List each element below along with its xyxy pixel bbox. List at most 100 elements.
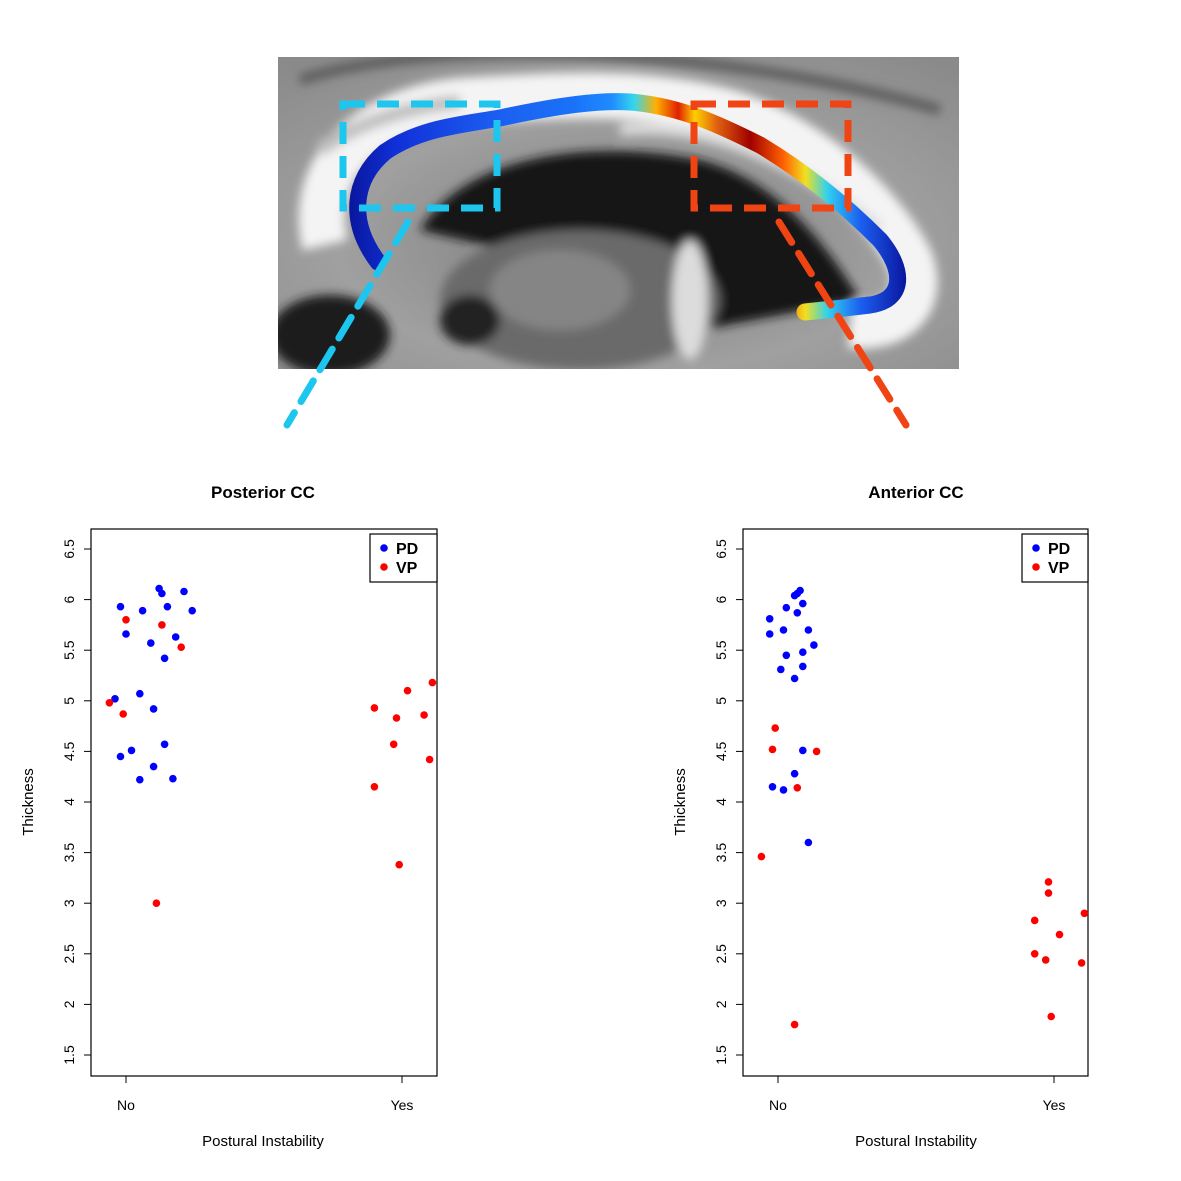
data-point-vp [152, 899, 161, 907]
data-point-pd [188, 606, 196, 615]
y-tick-label: 2 [713, 1000, 729, 1008]
data-point-vp [389, 740, 398, 749]
anterior-roi-box [690, 100, 852, 212]
data-point-pd [765, 630, 774, 638]
data-point-vp [370, 783, 379, 791]
data-point-pd [793, 609, 802, 617]
anterior-connector-line [775, 218, 910, 429]
data-point-pd [171, 633, 180, 641]
data-point-vp [1041, 956, 1050, 964]
legend: PD VP [1021, 533, 1089, 583]
data-point-pd [116, 752, 125, 761]
y-tick-label: 1.5 [713, 1045, 729, 1065]
data-point-vp [420, 711, 428, 719]
data-point-pd [790, 674, 799, 683]
posterior-cc-chart: Posterior CC Postural Instability Thickn… [20, 483, 438, 1150]
legend-vp-marker [380, 563, 388, 571]
y-tick-label: 4 [61, 798, 77, 806]
data-point-vp [1055, 930, 1064, 939]
data-point-vp [768, 745, 777, 754]
legend-pd-marker [1032, 544, 1040, 552]
data-point-vp [790, 1020, 799, 1029]
y-tick-label: 4.5 [713, 741, 729, 761]
data-point-pd [799, 648, 807, 656]
data-point-pd [158, 589, 166, 598]
y-tick-label: 3.5 [713, 843, 729, 863]
data-point-pd [779, 626, 788, 634]
data-point-pd [799, 746, 807, 755]
data-point-pd [136, 689, 144, 698]
data-point-vp [1047, 1012, 1055, 1021]
y-tick-label: 6.5 [713, 539, 729, 559]
data-point-pd [180, 587, 188, 596]
data-point-vp [177, 643, 185, 651]
data-point-pd [799, 662, 807, 671]
data-point-pd [149, 705, 158, 713]
data-point-pd [127, 746, 136, 755]
data-point-vp [757, 852, 766, 861]
data-point-pd [160, 740, 169, 749]
data-point-pd [799, 599, 807, 608]
y-tick-label: 2.5 [61, 944, 77, 964]
legend-vp-label: VP [1048, 560, 1070, 577]
data-point-pd [160, 654, 169, 663]
anterior-cc-chart: Anterior CC Postural Instability Thickne… [672, 483, 1089, 1150]
data-point-pd [804, 626, 813, 634]
y-tick-label: 5 [61, 697, 77, 705]
chart-title: Anterior CC [868, 483, 963, 502]
brain-mri-image [278, 57, 959, 369]
data-point-pd [768, 783, 777, 791]
data-point-vp [1077, 959, 1086, 967]
legend-box [1021, 533, 1089, 583]
data-point-pd [116, 602, 125, 611]
legend-pd-label: PD [396, 541, 418, 558]
posterior-roi-box [339, 100, 501, 212]
y-tick-label: 2.5 [713, 944, 729, 964]
data-point-vp [771, 724, 779, 732]
data-point-pd [122, 630, 130, 638]
data-point-pd [779, 786, 788, 794]
legend-box [369, 533, 438, 583]
data-point-vp [793, 784, 802, 792]
data-point-pd [782, 651, 791, 660]
y-tick-label: 4 [713, 798, 729, 806]
corpus-callosum-thickness-map [349, 93, 907, 321]
data-point-pd [796, 586, 804, 595]
y-tick-label: 2 [61, 1000, 77, 1008]
y-tick-label: 6 [713, 595, 729, 603]
y-tick-label: 1.5 [61, 1045, 77, 1065]
y-tick-label: 4.5 [61, 741, 77, 761]
data-point-pd [810, 641, 818, 649]
x-axis-label: Postural Instability [855, 1133, 977, 1150]
data-point-vp [1030, 950, 1039, 958]
y-axis-label: Thickness [672, 768, 689, 836]
x-tick-label: Yes [1043, 1097, 1066, 1113]
x-axis-label: Postural Instability [202, 1133, 324, 1150]
x-tick-label: No [769, 1097, 787, 1113]
legend-vp-marker [1032, 563, 1040, 571]
data-point-vp [370, 704, 379, 712]
data-point-pd [147, 639, 155, 647]
y-tick-label: 3 [713, 899, 729, 907]
legend: PD VP [369, 533, 438, 583]
data-point-pd [136, 775, 144, 784]
y-tick-label: 3.5 [61, 843, 77, 863]
data-point-pd [111, 695, 119, 703]
y-axis-label: Thickness [20, 768, 37, 836]
x-tick-label: No [117, 1097, 135, 1113]
data-point-vp [1044, 878, 1053, 886]
data-point-pd [790, 769, 799, 778]
posterior-connector-line [283, 218, 412, 429]
data-point-pd [804, 838, 813, 847]
x-tick-label: Yes [391, 1097, 414, 1113]
data-point-pd [777, 665, 785, 674]
y-tick-label: 5.5 [713, 640, 729, 660]
data-point-vp [105, 699, 114, 707]
data-point-pd [169, 774, 177, 783]
chart-title: Posterior CC [211, 483, 315, 502]
data-point-vp [119, 710, 127, 718]
y-tick-label: 5 [713, 697, 729, 705]
data-point-vp [1044, 889, 1053, 897]
data-point-vp [1030, 916, 1039, 925]
